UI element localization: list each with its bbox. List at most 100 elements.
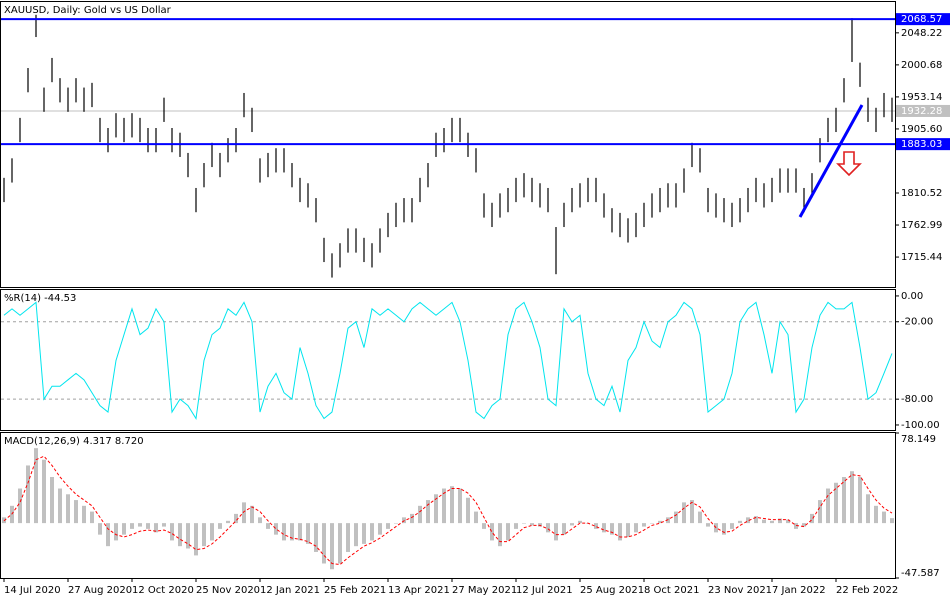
macd-bar	[642, 523, 646, 527]
macd-bar	[386, 523, 390, 529]
x-tick-label: 27 May 2021	[452, 585, 517, 596]
level-label-box	[896, 138, 950, 151]
wpr-pane-border	[0, 289, 896, 431]
price-pane-border	[0, 1, 896, 288]
macd-bar	[338, 523, 342, 564]
macd-bar	[754, 516, 758, 524]
last-price-box	[896, 104, 950, 117]
macd-bar	[562, 523, 566, 535]
down-arrow	[836, 151, 862, 177]
wpr-title: %R(14) -44.53	[4, 293, 76, 304]
macd-bar	[346, 523, 350, 552]
wpr-line	[3, 301, 893, 420]
macd-bar	[554, 523, 558, 541]
macd-bar	[282, 523, 286, 541]
macd-bar	[186, 523, 190, 549]
macd-bar	[26, 465, 30, 524]
level-label: 1883.03	[901, 139, 942, 150]
macd-bar	[306, 523, 310, 544]
macd-bar	[474, 511, 478, 524]
macd-bar	[50, 476, 54, 524]
macd-bar	[794, 523, 798, 529]
x-tick-label: 12 Jul 2021	[516, 585, 573, 596]
macd-bar	[202, 523, 206, 547]
trend-line	[798, 104, 864, 218]
macd-bar	[762, 519, 766, 524]
y-tick-label: -100.00	[901, 420, 940, 431]
x-tick-label: 25 Nov 2020	[196, 585, 260, 596]
macd-bar	[370, 523, 374, 541]
y-tick-label: 1810.52	[901, 188, 942, 199]
macd-bar	[634, 523, 638, 533]
plot-layer	[1, 14, 895, 570]
macd-bar	[482, 523, 486, 529]
macd-bar	[410, 513, 414, 524]
level-label: 2068.57	[901, 14, 942, 25]
macd-bar	[162, 523, 166, 527]
macd-bar	[874, 505, 878, 524]
x-tick-label: 23 Nov 2021	[708, 585, 772, 596]
macd-bar	[330, 523, 334, 570]
macd-bar	[674, 511, 678, 524]
macd-bar	[178, 523, 182, 547]
y-tick-label: -80.00	[901, 394, 933, 405]
y-tick-label: 78.149	[901, 434, 936, 445]
macd-bar	[234, 513, 238, 524]
macd-bar	[354, 523, 358, 547]
macd-bar	[322, 523, 326, 564]
macd-bar	[850, 471, 854, 524]
macd-bar	[394, 523, 398, 524]
macd-bar	[538, 523, 542, 527]
macd-bar	[290, 523, 294, 541]
macd-bar	[890, 518, 894, 524]
macd-bar	[578, 520, 582, 524]
macd-bar	[506, 523, 510, 541]
macd-bar	[58, 488, 62, 524]
macd-bar	[114, 523, 118, 541]
macd-bar	[98, 523, 102, 535]
y-tick-label: 2000.68	[901, 60, 942, 71]
x-tick-label: 13 Apr 2021	[388, 585, 450, 596]
macd-bar	[426, 500, 430, 524]
macd-bar	[858, 476, 862, 524]
macd-bar	[770, 520, 774, 524]
macd-bar	[738, 520, 742, 524]
macd-bar	[522, 523, 526, 524]
macd-bar	[810, 513, 814, 524]
y-tick-label: 1953.14	[901, 92, 942, 103]
macd-bar	[458, 488, 462, 524]
last-price-label: 1932.28	[901, 106, 942, 117]
macd-bar	[706, 523, 710, 527]
y-tick-label: -47.587	[901, 568, 940, 579]
macd-bar	[74, 500, 78, 524]
macd-bar	[122, 523, 126, 535]
macd-bar	[826, 488, 830, 524]
macd-bar	[250, 505, 254, 524]
macd-bar	[138, 523, 142, 527]
x-tick-label: 14 Jul 2020	[4, 585, 61, 596]
macd-bar	[866, 494, 870, 524]
signal-line	[3, 455, 893, 566]
macd-bar	[546, 523, 550, 533]
macd-bar	[418, 505, 422, 524]
y-tick-label: 1762.99	[901, 220, 942, 231]
macd-bar	[650, 523, 654, 524]
x-tick-label: 25 Feb 2021	[324, 585, 386, 596]
macd-bar	[106, 523, 110, 547]
macd-bar	[42, 459, 46, 524]
y-tick-label: 2048.22	[901, 28, 942, 39]
macd-pane-border	[0, 432, 896, 579]
macd-bar	[226, 520, 230, 524]
macd-bar	[490, 523, 494, 541]
macd-bar	[170, 523, 174, 541]
macd-bar	[842, 476, 846, 524]
macd-bar	[658, 520, 662, 524]
y-tick-label: 1905.60	[901, 124, 942, 135]
macd-bar	[682, 502, 686, 524]
macd-bar	[498, 523, 502, 547]
macd-bar	[530, 523, 534, 526]
macd-bar	[618, 523, 622, 541]
x-tick-label: 7 Jan 2022	[772, 585, 826, 596]
